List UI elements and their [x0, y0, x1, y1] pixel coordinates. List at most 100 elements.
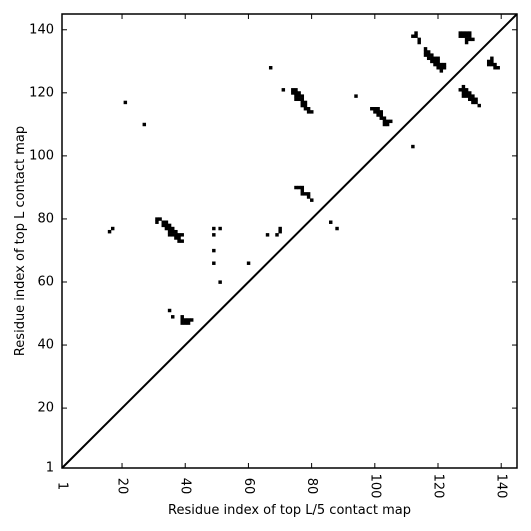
contact-point	[423, 50, 428, 54]
contact-point	[423, 53, 428, 57]
contact-point	[461, 31, 466, 35]
contact-point	[370, 107, 374, 111]
contact-point	[474, 97, 478, 102]
contact-point	[439, 66, 444, 70]
contact-point	[212, 233, 216, 237]
contact-point	[464, 31, 469, 35]
contact-point	[382, 119, 387, 124]
y-tick-label: 40	[37, 338, 54, 353]
contact-point	[430, 56, 434, 61]
contact-point	[212, 261, 216, 265]
contact-point	[379, 110, 384, 114]
contact-point	[310, 198, 314, 202]
contact-point	[458, 88, 463, 92]
contact-point	[297, 91, 301, 95]
y-axis-label: Residue index of top L contact map	[13, 126, 28, 356]
contact-point	[426, 50, 431, 54]
contact-point	[417, 40, 421, 45]
contact-point	[389, 119, 393, 124]
contact-point	[411, 34, 415, 38]
contact-point	[373, 110, 377, 114]
contact-point	[300, 94, 305, 98]
contact-point	[433, 59, 437, 64]
y-tick-label: 60	[37, 274, 54, 289]
contact-point	[496, 66, 500, 70]
contact-point	[471, 94, 475, 98]
contact-point	[107, 229, 112, 234]
contact-point	[303, 107, 308, 111]
contact-point	[461, 88, 466, 92]
y-tick-label: 100	[29, 148, 54, 163]
contact-point	[417, 37, 421, 42]
contact-point	[186, 321, 191, 325]
contact-point	[382, 116, 387, 120]
contact-point	[461, 91, 466, 95]
x-axis-label: Residue index of top L/5 contact map	[168, 503, 411, 518]
contact-point	[468, 91, 472, 95]
contact-point	[379, 113, 384, 117]
y-tick-label: 120	[29, 85, 54, 100]
x-tick-label: 120	[431, 474, 446, 499]
contact-point	[110, 226, 115, 231]
contact-point	[300, 103, 305, 108]
contact-point	[300, 185, 305, 190]
contact-point	[382, 122, 387, 127]
contact-point	[490, 59, 494, 64]
contact-point	[218, 280, 222, 284]
contact-point	[189, 318, 194, 322]
contact-point	[268, 66, 273, 70]
contact-point	[171, 226, 175, 231]
contact-point	[177, 239, 181, 243]
contact-point	[379, 116, 384, 120]
contact-point	[430, 53, 434, 57]
contact-point	[164, 220, 169, 224]
contact-point	[493, 62, 497, 67]
contact-point	[414, 31, 418, 35]
contact-point	[281, 88, 286, 92]
contact-point	[171, 233, 175, 237]
contact-point	[373, 107, 377, 111]
contact-point	[155, 217, 159, 221]
x-tick-label: 140	[494, 474, 509, 499]
contact-point	[294, 185, 298, 190]
x-tick-label: 80	[304, 478, 319, 495]
y-tick-label: 20	[37, 401, 54, 416]
contact-point	[278, 229, 282, 234]
contact-point	[471, 97, 475, 102]
contact-point	[461, 84, 466, 89]
x-tick-label: 100	[367, 474, 382, 499]
contact-point	[376, 110, 380, 114]
contact-point	[246, 261, 251, 265]
contact-point	[442, 62, 447, 67]
contact-point	[486, 62, 491, 67]
contact-point	[294, 91, 298, 95]
x-tick-label: 20	[115, 478, 130, 495]
contact-point	[411, 144, 415, 149]
contact-point	[212, 226, 216, 231]
contact-point	[310, 110, 314, 114]
contact-point	[385, 122, 390, 127]
contact-point	[291, 91, 295, 95]
contact-point	[303, 100, 308, 105]
x-tick-label: 1	[55, 482, 70, 490]
contact-point	[155, 220, 159, 224]
contact-point	[439, 62, 444, 67]
contact-point	[354, 94, 358, 98]
contact-point	[142, 122, 147, 127]
contact-point	[294, 88, 298, 92]
contact-point	[306, 192, 311, 196]
contact-point	[430, 59, 434, 64]
contact-point	[300, 97, 305, 102]
contact-point	[186, 318, 191, 322]
contact-point	[464, 34, 469, 38]
contact-point	[177, 233, 181, 237]
contact-point	[300, 100, 305, 105]
contact-point	[171, 229, 175, 234]
contact-point	[376, 113, 380, 117]
contact-point	[275, 233, 279, 237]
contact-point	[183, 321, 188, 325]
contact-point	[458, 34, 463, 38]
contact-point	[297, 94, 301, 98]
diagonal-line	[61, 13, 518, 469]
